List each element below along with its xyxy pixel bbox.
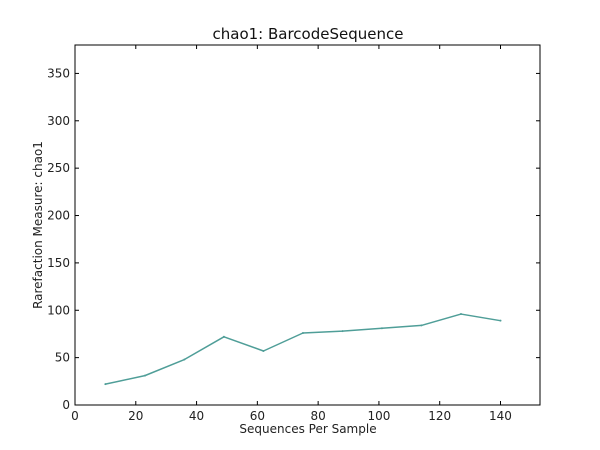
y-tick-label: 0 <box>62 398 70 412</box>
plot-frame <box>74 44 541 406</box>
data-point <box>459 313 462 316</box>
data-point <box>143 374 146 377</box>
data-point <box>301 332 304 334</box>
x-tick-label: 20 <box>128 409 143 423</box>
data-point <box>380 327 383 330</box>
data-point <box>341 330 344 333</box>
data-point <box>104 383 107 386</box>
x-axis: 0 20 40 60 80 100 120 140 <box>71 45 512 423</box>
y-tick-label: 350 <box>47 66 70 80</box>
y-axis: 0 50 100 150 200 250 300 350 <box>47 66 540 412</box>
x-tick-label: 120 <box>428 409 451 423</box>
data-point <box>183 358 186 361</box>
y-tick-label: 250 <box>47 161 70 175</box>
y-tick-label: 100 <box>47 303 70 317</box>
x-tick-label: 140 <box>489 409 512 423</box>
y-axis-label: Rarefaction Measure: chao1 <box>31 141 45 309</box>
series-line <box>105 313 501 385</box>
plot-area <box>74 44 541 406</box>
data-point <box>262 350 265 352</box>
data-point <box>222 335 225 338</box>
y-tick-label: 200 <box>47 209 70 223</box>
y-tick-label: 150 <box>47 256 70 270</box>
x-tick-label: 100 <box>367 409 390 423</box>
x-tick-label: 60 <box>250 409 265 423</box>
x-axis-label: Sequences Per Sample <box>239 422 376 436</box>
data-point <box>420 324 423 327</box>
x-tick-label: 80 <box>310 409 325 423</box>
x-tick-label: 40 <box>189 409 204 423</box>
chart-title: chao1: BarcodeSequence <box>213 25 404 43</box>
x-tick-label: 0 <box>71 409 79 423</box>
y-tick-label: 50 <box>55 351 70 365</box>
y-tick-label: 300 <box>47 114 70 128</box>
data-point <box>499 319 502 322</box>
